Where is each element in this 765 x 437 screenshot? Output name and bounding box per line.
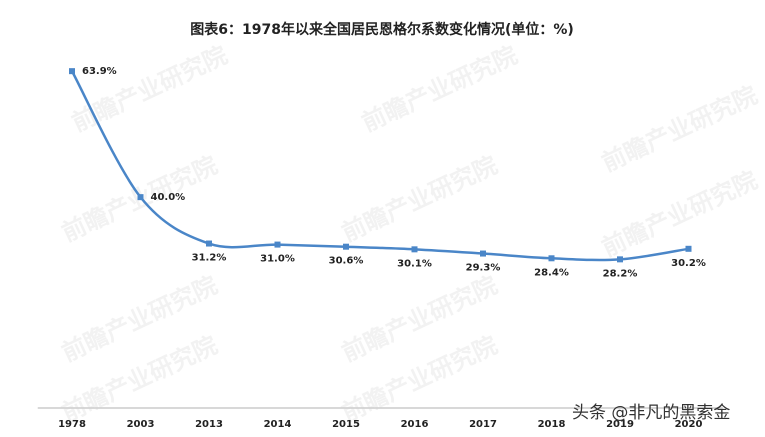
data-label: 30.6% [329, 256, 364, 267]
line [70, 70, 689, 262]
x-tick-label: 2018 [538, 419, 566, 430]
x-tick-label: 2016 [401, 419, 429, 430]
point [69, 68, 75, 75]
watermark-logo: 前瞻产业研究院 [358, 41, 522, 137]
x-tick-label: 2020 [675, 419, 703, 430]
watermark-logo: 前瞻产业研究院 [68, 41, 232, 137]
watermark-logo: 前瞻产业研究院 [598, 166, 762, 262]
point [411, 246, 418, 253]
watermark: 头条 @非凡的黑索金 [572, 403, 730, 423]
x-tick-label: 2013 [195, 419, 223, 430]
x-tick-label: 2019 [606, 419, 634, 430]
point [685, 245, 692, 252]
watermark-logo: 前瞻产业研究院 [598, 81, 762, 177]
data-label: 28.2% [603, 268, 638, 279]
x-tick-label: 2017 [469, 419, 497, 430]
point [548, 255, 555, 262]
data-label: 31.0% [260, 254, 295, 265]
point [617, 256, 623, 263]
data-label: 28.4% [534, 267, 569, 278]
point [137, 194, 144, 201]
point [274, 241, 281, 248]
x-tick-label: 2003 [127, 419, 155, 430]
data-label: 31.2% [192, 253, 227, 264]
point [343, 243, 349, 250]
plot: 63.9% 40.0% 31.2% 31.0% 30.6% 30.1% 29.3% 28.4%… [37, 66, 723, 430]
watermark-logo: 前瞻产业研究院 [338, 151, 502, 247]
data-label: 30.2% [671, 258, 706, 269]
point [206, 240, 212, 247]
data-label: 30.1% [397, 258, 432, 269]
point [480, 250, 486, 257]
x-tick-label: 2015 [332, 419, 360, 430]
x-tick-label: 2014 [264, 419, 292, 430]
data-label: 63.9% [82, 66, 117, 77]
x-tick-label: 1978 [58, 419, 86, 430]
data-label: 40.0% [151, 192, 186, 203]
chart-title: 图表6：1978年以来全国居民恩格尔系数变化情况(单位：%) [190, 21, 574, 38]
data-label: 29.3% [466, 263, 501, 274]
